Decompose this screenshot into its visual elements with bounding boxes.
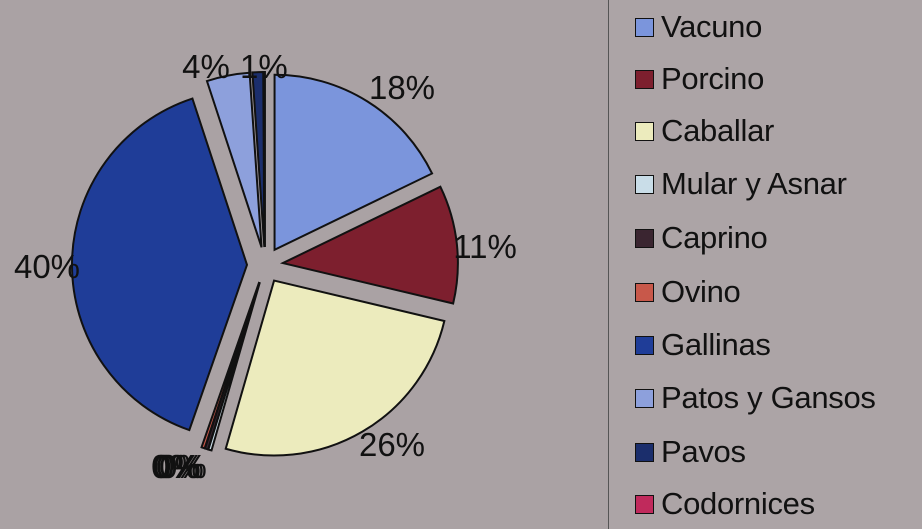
pie-slice-codornices [262, 71, 266, 248]
slice-label-ovino: 0% [159, 448, 207, 485]
legend-label: Caballar [661, 113, 775, 148]
legend-swatch [635, 228, 654, 248]
slice-label-caprino: 0% [156, 448, 204, 485]
legend-item-vacuno: Vacuno [635, 7, 762, 47]
pie-slice-patos-y-gansos [205, 71, 263, 248]
slice-label-gallinas: 40% [14, 248, 80, 285]
legend-item-porcino: Porcino [635, 59, 764, 99]
legend-item-caprino: Caprino [635, 218, 768, 258]
legend: Vacuno Porcino Caballar Mular y Asnar Ca… [608, 0, 922, 529]
pie-chart: 18%11%26%0%0%0%40%4% 1%0% [14, 48, 517, 485]
legend-label: Ovino [661, 274, 741, 309]
pie-slice-gallinas [71, 97, 249, 432]
legend-label: Patos y Gansos [661, 380, 876, 415]
legend-label: Pavos [661, 434, 746, 469]
legend-swatch [635, 388, 654, 408]
legend-label: Gallinas [661, 327, 771, 362]
legend-label: Mular y Asnar [661, 166, 847, 201]
slice-label-caballar: 26% [359, 426, 425, 463]
legend-label: Vacuno [661, 9, 763, 44]
slice-label-mular-y-asnar: 0% [153, 448, 201, 485]
pie-labels: 18%11%26%0%0%0%40%4% 1%0% [14, 48, 517, 485]
slice-label-codornices: 0% [151, 448, 199, 485]
legend-swatch [635, 121, 654, 141]
legend-swatch [635, 69, 654, 89]
slice-label-patos-y-gansos: 4% [182, 48, 230, 85]
legend-swatch [635, 17, 654, 37]
legend-swatch [635, 335, 654, 355]
legend-label: Porcino [661, 61, 765, 96]
pie-slice-caballar [224, 279, 446, 457]
legend-swatch [635, 494, 654, 514]
legend-label: Codornices [661, 486, 815, 521]
legend-item-codornices: Codornices [635, 484, 815, 524]
pie-slices [71, 71, 459, 457]
legend-swatch [635, 442, 654, 462]
legend-label: Caprino [661, 220, 768, 255]
pie-slice-ovino [200, 281, 261, 450]
legend-swatch [635, 174, 654, 194]
legend-item-patos-y-gansos: Patos y Gansos [635, 378, 876, 418]
legend-swatch [635, 282, 654, 302]
pie-slice-vacuno [273, 73, 434, 252]
legend-item-gallinas: Gallinas [635, 325, 771, 365]
pie-slice-porcino [279, 185, 459, 305]
slice-label-vacuno: 18% [369, 69, 435, 106]
slice-label-pavos: 1% [240, 48, 288, 85]
legend-item-ovino: Ovino [635, 272, 741, 312]
legend-item-mular-y-asnar: Mular y Asnar [635, 164, 847, 204]
legend-item-caballar: Caballar [635, 111, 774, 151]
slice-label-porcino: 11% [453, 228, 517, 265]
legend-item-pavos: Pavos [635, 432, 746, 472]
